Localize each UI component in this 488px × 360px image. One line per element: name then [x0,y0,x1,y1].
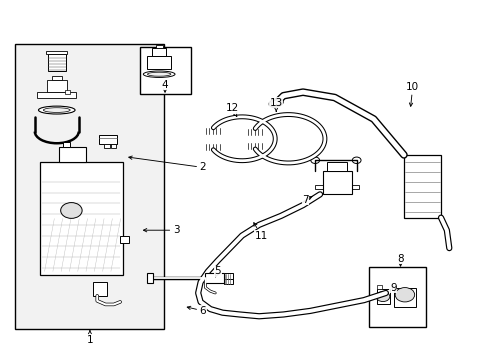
Bar [351,185,358,189]
Ellipse shape [269,99,283,107]
Bar [59,147,86,162]
Text: 2: 2 [128,156,206,172]
Bar [403,155,440,218]
Ellipse shape [143,71,175,77]
Bar [93,282,107,296]
Bar [205,273,224,283]
Bar [368,267,426,327]
Bar [104,144,110,148]
Bar [376,285,382,289]
Bar [15,44,163,329]
Ellipse shape [271,100,281,106]
Bar [393,288,415,307]
Bar [147,56,171,69]
Circle shape [61,203,82,219]
Text: 11: 11 [253,223,267,240]
Circle shape [351,157,360,163]
Bar [224,279,232,284]
Bar [52,76,61,80]
Text: 5: 5 [214,266,221,277]
Text: 9: 9 [389,283,396,293]
Text: 10: 10 [406,82,418,106]
Bar [327,162,346,171]
Bar [111,144,116,148]
Text: 3: 3 [143,225,179,235]
Bar [63,141,70,147]
Text: 8: 8 [396,254,403,266]
Text: 7: 7 [302,195,311,205]
Bar [376,289,389,304]
Bar [147,273,153,283]
Bar [140,47,190,94]
Bar [322,171,351,194]
Circle shape [375,292,389,302]
Bar [99,135,117,144]
Bar [48,54,65,71]
Text: 13: 13 [269,98,282,111]
Circle shape [310,157,319,163]
Bar [40,162,122,275]
Bar [46,51,67,54]
Text: 12: 12 [225,103,239,117]
Bar [64,90,70,94]
Bar [224,273,232,280]
Bar [156,45,162,48]
Bar [37,92,76,98]
Bar [120,235,129,243]
Ellipse shape [39,106,75,114]
Text: 4: 4 [162,80,168,92]
Bar [47,80,66,92]
Bar [315,185,322,189]
Bar [152,48,166,56]
Circle shape [394,288,414,302]
Text: 6: 6 [187,306,206,316]
Text: 1: 1 [86,331,93,345]
Ellipse shape [43,108,70,112]
Ellipse shape [147,72,170,76]
